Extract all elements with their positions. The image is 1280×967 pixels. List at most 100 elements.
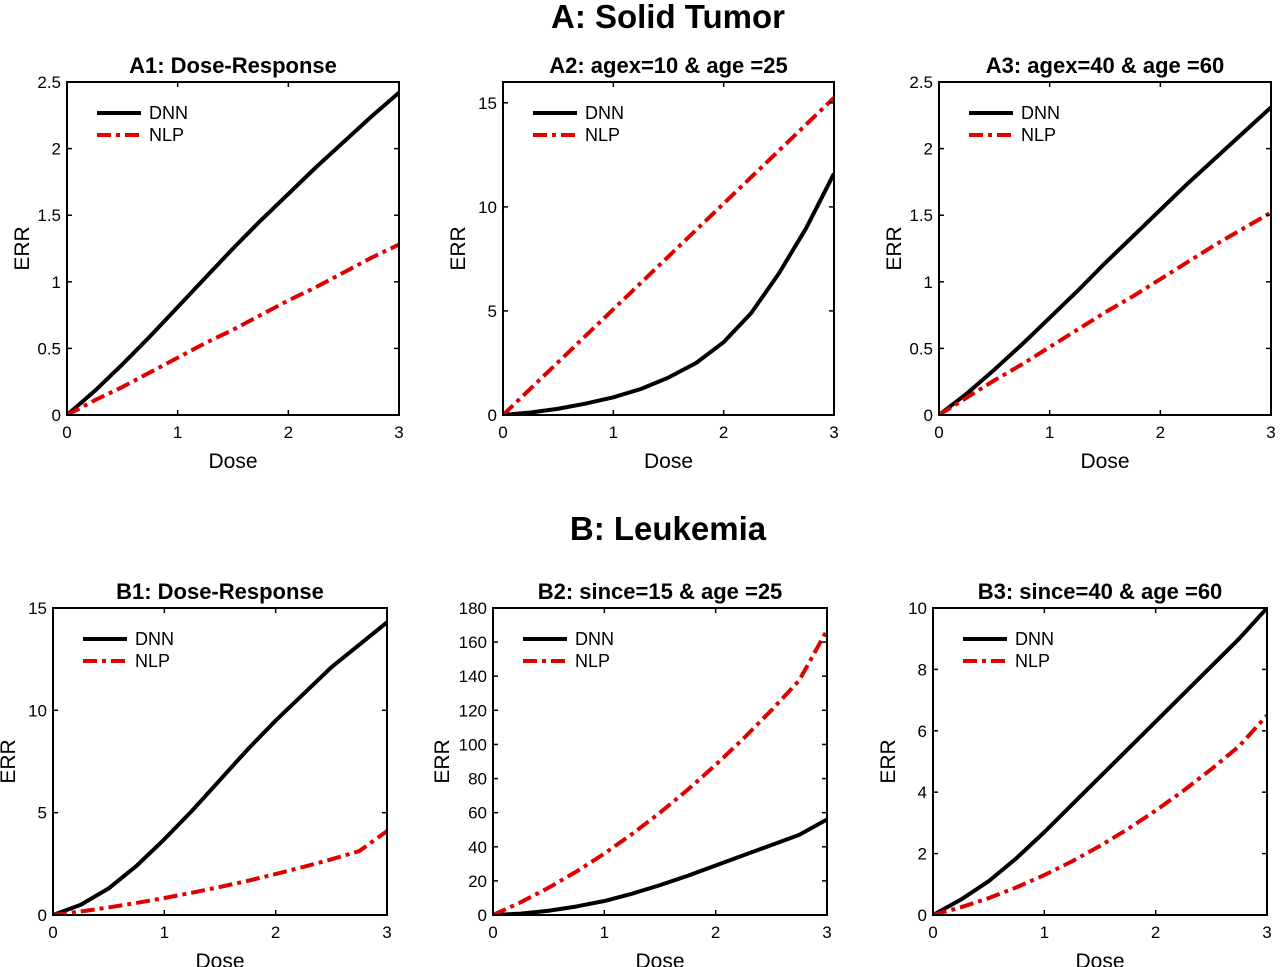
chart-title: A3: agex=40 & age =60 [986, 53, 1224, 78]
y-tick-label: 60 [468, 804, 487, 823]
legend-label-nlp: NLP [575, 651, 610, 671]
axes-box [932, 607, 1268, 916]
y-axis-label: ERR [11, 226, 34, 270]
x-tick-label: 2 [711, 923, 720, 942]
series-line-dnn [933, 608, 1267, 915]
series-line-dnn [939, 105, 1271, 415]
y-axis-label: ERR [877, 739, 900, 783]
y-tick-label: 15 [28, 599, 47, 618]
y-tick-label: 5 [38, 804, 47, 823]
x-tick-label: 3 [822, 923, 831, 942]
x-tick-label: 0 [498, 423, 507, 442]
y-tick-label: 0 [488, 406, 497, 425]
legend-label-dnn: DNN [585, 103, 624, 123]
x-tick-label: 0 [934, 423, 943, 442]
chart-title: A1: Dose-Response [129, 53, 337, 78]
y-tick-label: 0.5 [37, 339, 61, 358]
legend-label-nlp: NLP [585, 125, 620, 145]
legend-label-dnn: DNN [135, 629, 174, 649]
y-tick-label: 6 [918, 722, 927, 741]
x-tick-label: 3 [382, 923, 391, 942]
series-line-dnn [53, 620, 387, 915]
series-line-nlp [939, 210, 1271, 415]
axes-box [492, 607, 828, 916]
series-line-nlp [67, 242, 399, 415]
chart-panel-5: B2: since=15 & age =25 0 1 2 3 0 20 40 60 80 100 12… [431, 579, 832, 967]
x-tick-label: 1 [160, 923, 169, 942]
x-axis-label: Dose [1075, 950, 1124, 967]
y-tick-label: 10 [478, 198, 497, 217]
x-tick-label: 3 [1262, 923, 1271, 942]
y-axis-label: ERR [0, 739, 20, 783]
y-tick-label: 0 [38, 906, 47, 925]
y-tick-label: 120 [459, 701, 487, 720]
x-axis-label: Dose [208, 450, 257, 473]
y-tick-label: 20 [468, 872, 487, 891]
y-tick-label: 0.5 [909, 339, 933, 358]
section-title-leukemia: B: Leukemia [570, 510, 767, 547]
chart-title: B2: since=15 & age =25 [538, 579, 783, 604]
axes-box [938, 81, 1272, 416]
x-tick-label: 2 [1156, 423, 1165, 442]
legend-label-nlp: NLP [1021, 125, 1056, 145]
y-tick-label: 0 [918, 906, 927, 925]
x-tick-label: 3 [829, 423, 838, 442]
y-axis-label: ERR [447, 226, 470, 270]
x-tick-label: 1 [609, 423, 618, 442]
y-tick-label: 0 [52, 406, 61, 425]
x-tick-label: 2 [1151, 923, 1160, 942]
y-tick-label: 0 [478, 906, 487, 925]
series-line-dnn [503, 172, 834, 415]
series-line-nlp [933, 714, 1267, 915]
chart-panel-6: B3: since=40 & age =60 0 1 2 3 0 2 4 6 8 10 Dose ERR… [877, 579, 1272, 967]
y-tick-label: 1 [924, 273, 933, 292]
x-tick-label: 1 [1045, 423, 1054, 442]
y-tick-label: 40 [468, 838, 487, 857]
y-tick-label: 2.5 [37, 73, 61, 92]
series-line-nlp [503, 96, 834, 415]
chart-title: B3: since=40 & age =60 [978, 579, 1223, 604]
y-tick-label: 1.5 [37, 206, 61, 225]
chart-title: B1: Dose-Response [116, 579, 324, 604]
x-axis-label: Dose [195, 950, 244, 967]
y-tick-label: 0 [924, 406, 933, 425]
legend-label-nlp: NLP [1015, 651, 1050, 671]
axes-box [52, 607, 388, 916]
x-tick-label: 0 [62, 423, 71, 442]
series-line-dnn [493, 817, 827, 915]
x-tick-label: 1 [173, 423, 182, 442]
x-tick-label: 1 [600, 923, 609, 942]
section-title-solid-tumor: A: Solid Tumor [551, 0, 785, 35]
x-tick-label: 0 [928, 923, 937, 942]
y-axis-label: ERR [883, 226, 906, 270]
y-tick-label: 2.5 [909, 73, 933, 92]
chart-title: A2: agex=10 & age =25 [549, 53, 787, 78]
x-axis-label: Dose [644, 450, 693, 473]
y-tick-label: 10 [908, 599, 927, 618]
chart-panel-3: A3: agex=40 & age =60 0 1 2 3 0 0.5 1 1.5 2 2.5 Dos… [883, 53, 1276, 473]
y-axis-label: ERR [431, 739, 454, 783]
axes-box [502, 81, 835, 416]
y-tick-label: 1.5 [909, 206, 933, 225]
y-tick-label: 180 [459, 599, 487, 618]
legend-label-dnn: DNN [1015, 629, 1054, 649]
x-tick-label: 2 [271, 923, 280, 942]
series-line-nlp [493, 629, 827, 915]
x-tick-label: 1 [1040, 923, 1049, 942]
chart-panel-1: A1: Dose-Response 0 1 2 3 0 0.5 1 1.5 2 2.5 Dose ERR… [11, 53, 404, 473]
x-tick-label: 0 [488, 923, 497, 942]
series-line-dnn [67, 91, 399, 415]
y-tick-label: 5 [488, 302, 497, 321]
y-tick-label: 2 [52, 140, 61, 159]
x-tick-label: 3 [394, 423, 403, 442]
legend-label-nlp: NLP [149, 125, 184, 145]
y-tick-label: 2 [918, 845, 927, 864]
